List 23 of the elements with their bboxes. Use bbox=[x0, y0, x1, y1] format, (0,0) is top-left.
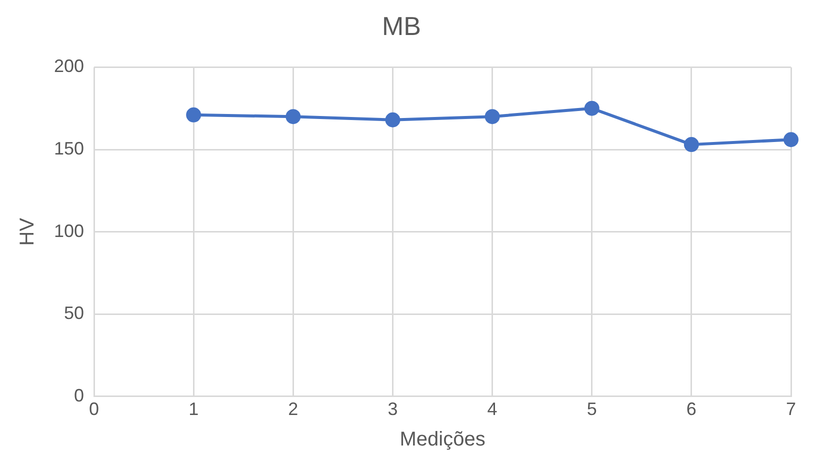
x-axis-title: Medições bbox=[400, 428, 486, 451]
point bbox=[584, 100, 600, 116]
chart-title: MB bbox=[382, 10, 421, 41]
x-tick-label: 2 bbox=[288, 399, 298, 420]
y-tick-label: 0 bbox=[74, 385, 84, 406]
x-tick-label: 6 bbox=[686, 399, 696, 420]
point bbox=[484, 109, 500, 124]
point bbox=[385, 112, 400, 128]
point bbox=[286, 109, 301, 124]
y-tick-label: 100 bbox=[54, 220, 84, 241]
y-tick-label: 50 bbox=[64, 303, 84, 324]
point bbox=[684, 137, 699, 152]
point bbox=[186, 107, 202, 122]
y-axis-title: HV bbox=[16, 217, 39, 246]
y-tick-label: 200 bbox=[54, 56, 84, 76]
x-tick-label: 4 bbox=[487, 399, 498, 420]
x-tick-label: 3 bbox=[388, 399, 398, 420]
y-tick-label: 150 bbox=[54, 138, 84, 158]
point bbox=[784, 132, 798, 148]
x-tick-label: 0 bbox=[89, 399, 100, 420]
x-tick-label: 7 bbox=[786, 399, 796, 420]
x-tick-label: 1 bbox=[188, 399, 199, 420]
x-tick-label: 5 bbox=[586, 399, 597, 420]
